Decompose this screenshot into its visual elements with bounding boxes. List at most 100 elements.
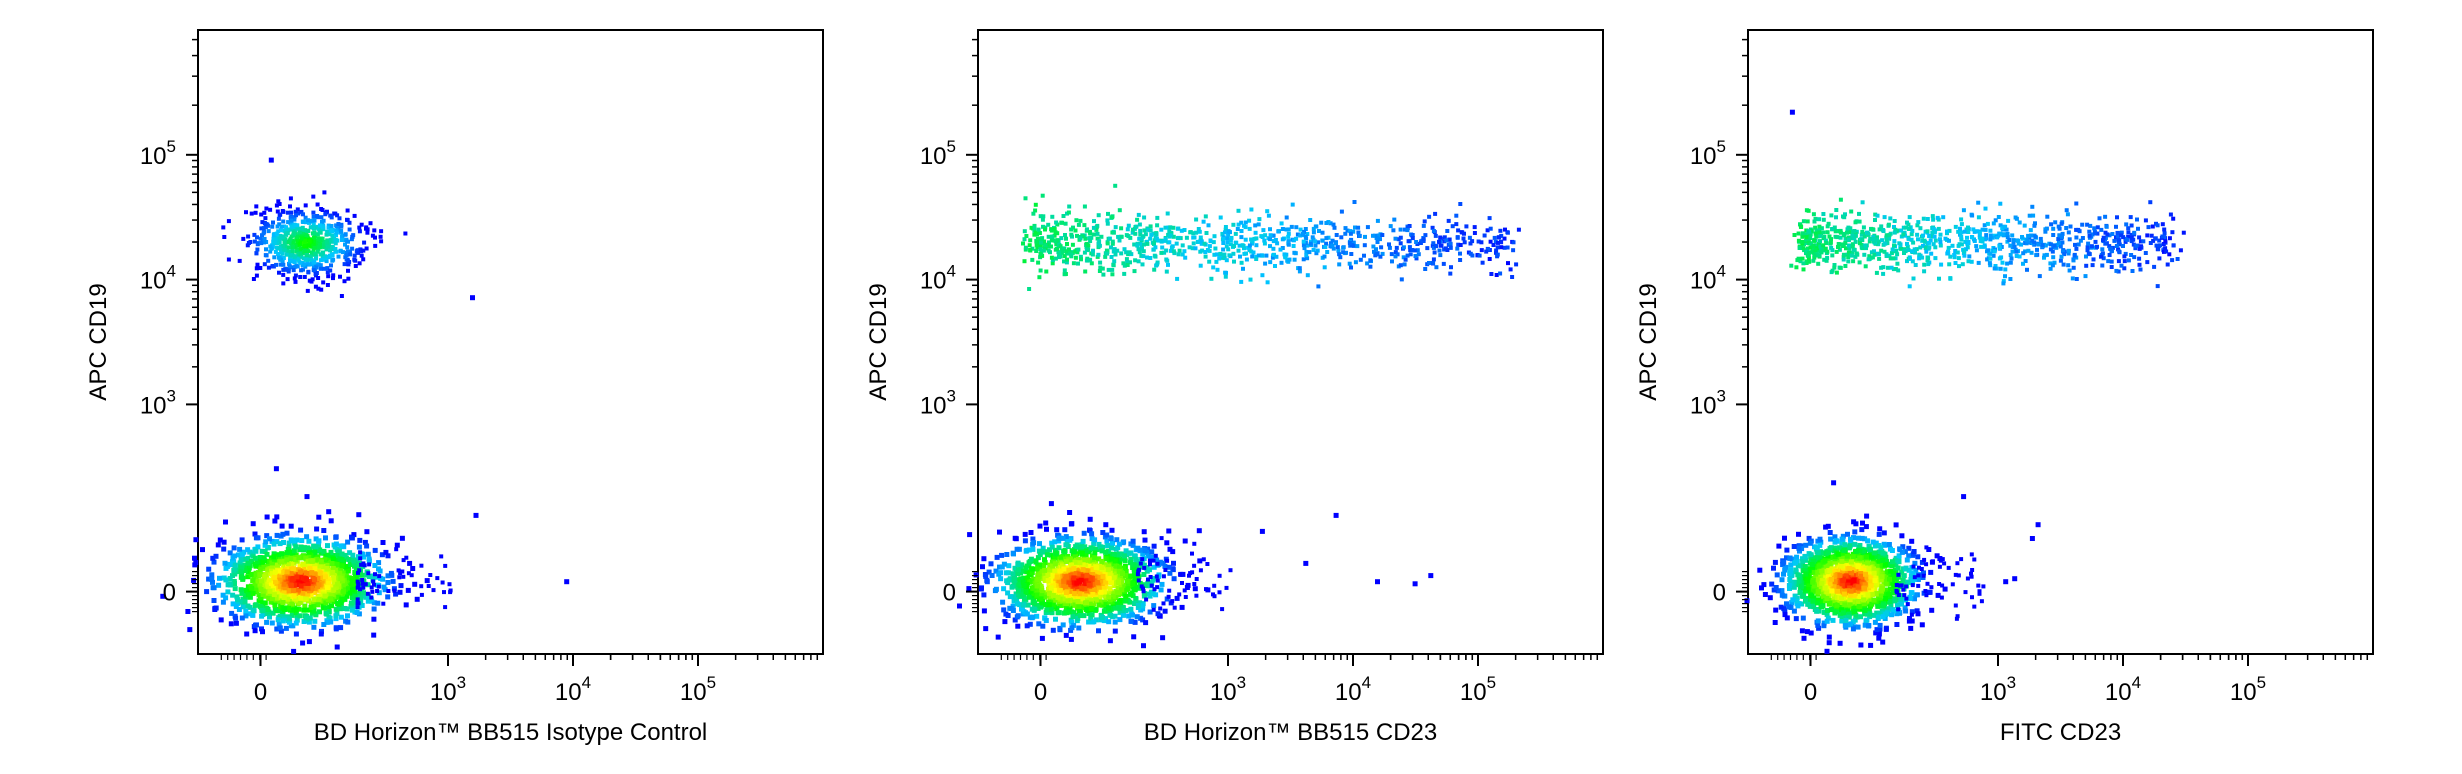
event-dot xyxy=(286,544,292,550)
event-dot xyxy=(355,585,360,590)
event-dot xyxy=(291,257,296,262)
event-dot xyxy=(1171,560,1176,566)
event-dot xyxy=(255,535,261,541)
event-dot xyxy=(1402,262,1407,267)
event-dot xyxy=(289,601,295,607)
event-dot xyxy=(299,240,304,244)
event-dot xyxy=(325,229,330,234)
event-dot xyxy=(400,569,405,574)
event-dot xyxy=(1412,248,1417,253)
event-dot xyxy=(1907,616,1912,621)
event-dot xyxy=(288,570,294,576)
event-dot xyxy=(303,215,308,220)
event-dot xyxy=(1025,602,1031,608)
event-dot xyxy=(285,267,290,272)
event-dot xyxy=(398,583,404,589)
event-dot xyxy=(1217,256,1222,261)
event-dot xyxy=(1083,236,1088,241)
event-dot xyxy=(388,570,394,576)
event-dot xyxy=(288,591,294,597)
event-dot xyxy=(1430,225,1435,230)
event-dot xyxy=(1065,242,1069,246)
event-dot xyxy=(1034,588,1040,593)
event-dot xyxy=(282,606,288,612)
event-dot xyxy=(1496,240,1500,245)
event-dot xyxy=(331,273,336,278)
event-dot xyxy=(1182,538,1188,544)
event-dot xyxy=(306,229,311,233)
event-dot xyxy=(353,566,359,572)
event-dot xyxy=(1077,571,1083,577)
event-dot xyxy=(1263,233,1268,238)
event-dot xyxy=(1461,236,1466,241)
event-dot xyxy=(361,248,366,253)
event-dot xyxy=(1166,262,1170,267)
event-dot xyxy=(383,549,389,555)
event-dot xyxy=(294,235,299,240)
event-dot xyxy=(351,558,357,564)
event-dot xyxy=(288,583,294,589)
event-dot xyxy=(1109,545,1114,551)
event-dot xyxy=(1031,585,1037,591)
event-dot xyxy=(296,257,301,262)
event-dot xyxy=(1055,594,1061,600)
event-dot xyxy=(291,548,297,554)
event-dot xyxy=(1362,253,1366,258)
event-dot xyxy=(414,596,420,602)
event-dot xyxy=(1045,572,1051,578)
event-dot xyxy=(1421,237,1426,242)
event-dot xyxy=(1057,568,1063,574)
event-dot xyxy=(1141,562,1147,568)
event-dot xyxy=(1151,247,1156,252)
event-dot xyxy=(326,614,332,620)
event-dot xyxy=(1403,257,1408,262)
event-dot xyxy=(1119,579,1125,585)
event-dot xyxy=(1032,225,1037,230)
event-dot xyxy=(264,619,270,625)
event-dot xyxy=(314,241,319,246)
event-dot xyxy=(1477,253,1482,258)
event-dot xyxy=(1188,230,1193,235)
event-dot xyxy=(1022,531,1028,537)
event-dot xyxy=(225,561,231,567)
event-dot xyxy=(1038,244,1043,248)
event-dot xyxy=(1137,222,1142,227)
event-dot xyxy=(250,521,256,527)
event-dot xyxy=(1062,268,1067,273)
event-dot xyxy=(1207,244,1212,249)
event-dot xyxy=(1313,239,1318,244)
event-dot xyxy=(1125,263,1130,267)
event-dot xyxy=(1151,558,1156,563)
event-dot xyxy=(267,536,272,542)
event-dot xyxy=(1142,537,1148,543)
event-dot xyxy=(1116,579,1122,585)
event-dot xyxy=(1079,585,1085,591)
event-dot xyxy=(1014,597,1020,603)
event-dot xyxy=(289,210,294,215)
event-dot xyxy=(1060,596,1066,602)
event-dot xyxy=(1026,571,1032,577)
event-dot xyxy=(289,227,293,232)
event-dot xyxy=(1157,559,1163,565)
event-dot xyxy=(338,575,344,581)
event-dot xyxy=(213,553,219,559)
event-dot xyxy=(1260,235,1265,239)
event-dot xyxy=(316,236,321,241)
event-dot xyxy=(235,600,241,606)
event-dot xyxy=(1068,521,1074,527)
event-dot xyxy=(1242,246,1246,251)
event-dot xyxy=(1023,196,1028,201)
event-dot xyxy=(1097,239,1102,244)
event-dot xyxy=(253,622,258,628)
event-dot xyxy=(245,569,251,575)
event-dot xyxy=(1076,247,1081,252)
event-dot xyxy=(1089,261,1094,266)
event-dot xyxy=(1043,243,1048,248)
event-dot xyxy=(240,562,246,568)
event-dot xyxy=(1223,227,1228,232)
event-dot xyxy=(1492,235,1497,240)
event-dot xyxy=(1110,593,1116,599)
event-dot xyxy=(1029,593,1035,599)
event-dot xyxy=(376,584,381,589)
event-dot xyxy=(1784,547,1790,553)
